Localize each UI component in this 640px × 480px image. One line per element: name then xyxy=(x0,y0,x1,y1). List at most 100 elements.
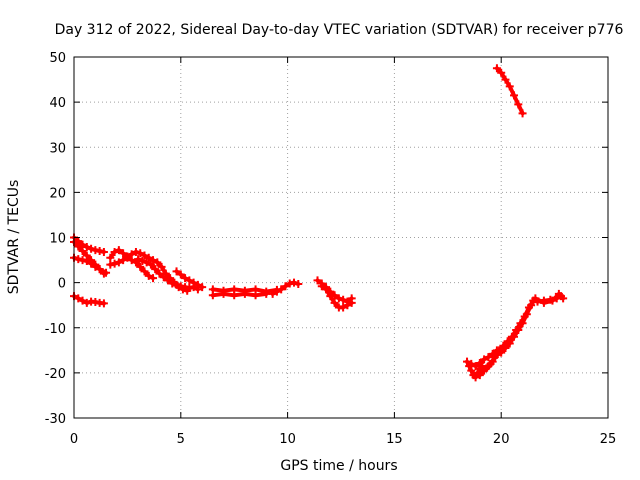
data-point xyxy=(480,355,489,364)
data-point xyxy=(488,357,497,366)
data-point xyxy=(313,276,322,285)
data-point xyxy=(142,258,151,267)
data-point xyxy=(330,291,339,300)
data-point xyxy=(471,373,480,382)
y-tick-label: 30 xyxy=(49,141,66,156)
data-point xyxy=(497,68,506,77)
data-point xyxy=(163,276,172,285)
data-point xyxy=(114,258,123,267)
data-point xyxy=(497,348,506,357)
data-point xyxy=(74,242,83,251)
data-point xyxy=(501,344,510,353)
data-point xyxy=(102,268,111,277)
x-axis-label: GPS time / hours xyxy=(280,458,397,474)
data-point xyxy=(119,249,128,258)
data-point xyxy=(240,289,249,298)
x-tick-label: 15 xyxy=(386,432,403,447)
data-point xyxy=(106,253,115,262)
data-point xyxy=(153,258,162,267)
data-point xyxy=(554,289,563,298)
y-axis-label: SDTVAR / TECUs xyxy=(6,180,22,295)
data-point xyxy=(251,291,260,300)
data-point xyxy=(475,358,484,367)
data-point xyxy=(272,287,281,296)
data-point xyxy=(467,359,476,368)
data-point xyxy=(527,301,536,310)
data-point xyxy=(78,247,87,256)
data-point xyxy=(488,349,497,358)
data-point xyxy=(74,294,83,303)
x-tick-label: 5 xyxy=(177,432,185,447)
y-tick-label: 40 xyxy=(49,96,66,111)
series-track-h xyxy=(172,267,207,292)
data-point xyxy=(168,279,177,288)
data-point xyxy=(189,278,198,287)
data-point xyxy=(510,332,519,341)
series-track-p xyxy=(475,289,568,380)
data-point xyxy=(471,362,480,371)
data-point xyxy=(149,256,158,265)
data-series xyxy=(70,64,568,382)
data-point xyxy=(82,242,91,251)
data-point xyxy=(114,246,123,255)
data-point xyxy=(140,267,149,276)
data-point xyxy=(492,64,501,73)
chart-title: Day 312 of 2022, Sidereal Day-to-day VTE… xyxy=(55,22,624,38)
y-tick-label: -30 xyxy=(45,412,66,427)
data-point xyxy=(127,250,136,259)
data-point xyxy=(134,255,143,264)
data-point xyxy=(339,295,348,304)
y-tick-label: 20 xyxy=(49,186,66,201)
data-point xyxy=(281,282,290,291)
data-point xyxy=(185,276,194,285)
data-point xyxy=(155,269,164,278)
y-tick-label: 0 xyxy=(58,277,66,292)
data-point xyxy=(144,253,153,262)
y-tick-label: 10 xyxy=(49,232,66,247)
data-point xyxy=(136,262,145,271)
data-point xyxy=(151,265,160,274)
data-point xyxy=(326,287,335,296)
x-tick-label: 20 xyxy=(493,432,510,447)
data-point xyxy=(290,278,299,287)
y-tick-label: -10 xyxy=(45,322,66,337)
data-point xyxy=(119,256,128,265)
series-track-q xyxy=(467,346,501,371)
data-point xyxy=(87,244,96,253)
data-point xyxy=(505,339,514,348)
data-point xyxy=(198,283,207,292)
data-point xyxy=(136,249,145,258)
data-point xyxy=(172,267,181,276)
data-point xyxy=(531,294,540,303)
data-point xyxy=(159,273,168,282)
data-point xyxy=(330,298,339,307)
data-point xyxy=(501,75,510,84)
data-point xyxy=(208,291,217,300)
data-point xyxy=(149,274,158,283)
x-tick-label: 0 xyxy=(70,432,78,447)
data-point xyxy=(99,299,108,308)
data-point xyxy=(78,296,87,305)
y-tick-label: -20 xyxy=(45,367,66,382)
data-point xyxy=(514,326,523,335)
data-point xyxy=(480,366,489,375)
data-point xyxy=(95,265,104,274)
data-point xyxy=(539,298,548,307)
series-track-j xyxy=(208,289,271,300)
data-point xyxy=(157,262,166,271)
data-point xyxy=(559,294,568,303)
data-point xyxy=(484,353,493,362)
data-point xyxy=(230,291,239,300)
data-point xyxy=(140,251,149,260)
series-track-k xyxy=(268,278,303,298)
x-tick-label: 25 xyxy=(600,432,617,447)
data-point xyxy=(518,319,527,328)
data-point xyxy=(484,362,493,371)
data-point xyxy=(99,247,108,256)
data-point xyxy=(144,271,153,280)
data-point xyxy=(334,294,343,303)
data-point xyxy=(181,274,190,283)
data-point xyxy=(219,289,228,298)
